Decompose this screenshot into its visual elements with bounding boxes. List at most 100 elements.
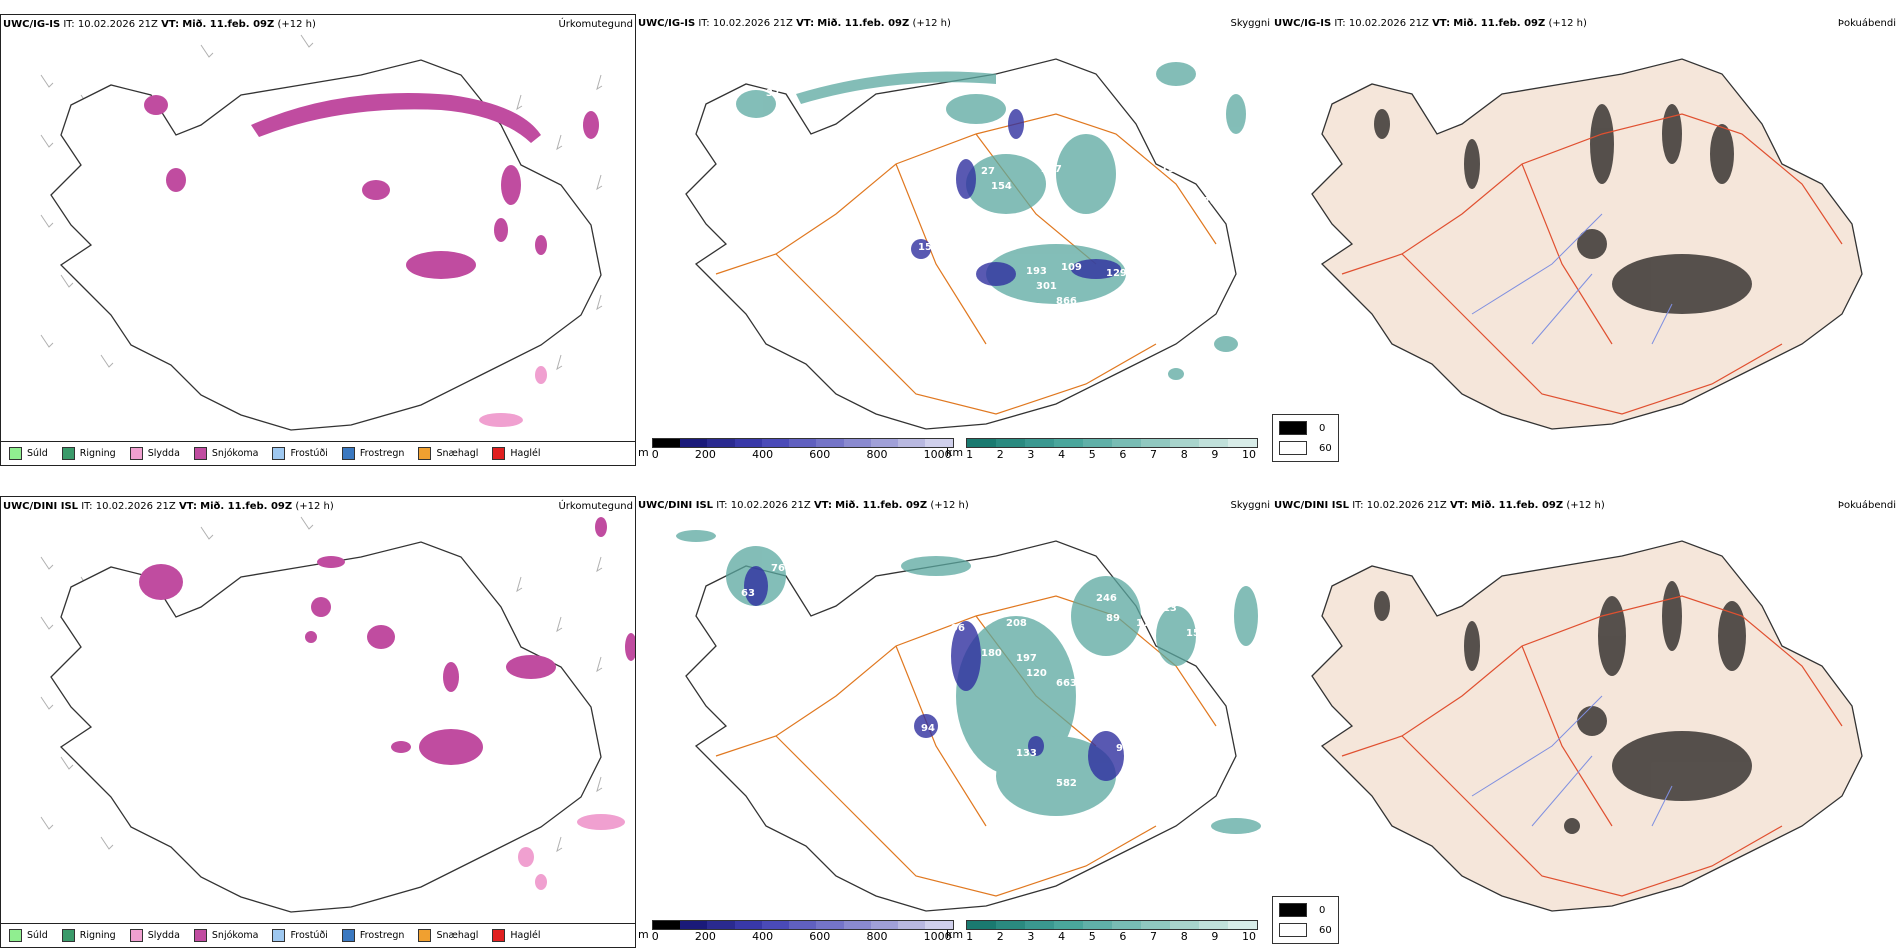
colorbar-segment: [967, 921, 997, 929]
iceland-map-fog: [1311, 540, 1863, 912]
panel-title: UWC/IG-IS IT: 10.02.2026 21Z VT: Mið. 11…: [3, 19, 316, 30]
panel-title: UWC/DINI ISL IT: 10.02.2026 21Z VT: Mið.…: [3, 501, 334, 512]
colorbar-segment: [1228, 439, 1258, 447]
colorbar-segment: [789, 921, 817, 929]
fog-panel-top: UWC/IG-IS IT: 10.02.2026 21Z VT: Mið. 11…: [1272, 14, 1900, 466]
colorbar-segment: [967, 439, 997, 447]
height-colorbar: m 0 200 400 600 800 1000: [638, 438, 954, 461]
legend-item: Snæhagl: [418, 929, 478, 942]
colorbar-segment: [870, 439, 899, 447]
panel-title: UWC/IG-IS IT: 10.02.2026 21Z VT: Mið. 11…: [638, 18, 951, 29]
cloud-number: 63: [741, 588, 755, 599]
iceland-map-fog: [1311, 58, 1863, 430]
cloud-number: 37: [766, 88, 780, 99]
cloud-number: 27: [981, 166, 995, 177]
cloud-panel-top: 37 27 154 217 370 155 128 749 157 13 193…: [636, 14, 1272, 466]
roads: [715, 595, 1217, 897]
visibility-colorbar: km 1 2 3 4 5 6 7 8 9 10: [946, 438, 1259, 461]
iceland-outline: [50, 59, 602, 431]
iceland-map-precip: [40, 34, 603, 431]
colorbar-segment: [996, 921, 1026, 929]
colorbar-segment: [843, 439, 871, 447]
cloud-number: 140: [1136, 708, 1157, 719]
legend-item: Súld: [9, 447, 48, 460]
colorbar-segment: [1112, 921, 1142, 929]
cloud-numbers: 76 63 124 96 246 89 175 113 208 197 180 …: [741, 563, 1207, 789]
fog-rivers: [1471, 695, 1673, 827]
panel-title: UWC/IG-IS IT: 10.02.2026 21Z VT: Mið. 11…: [1274, 18, 1587, 29]
colorbar-segment: [898, 439, 926, 447]
colorbar-segment: [1228, 921, 1258, 929]
panel-tag: Skyggni: [1230, 500, 1270, 511]
cloud-number: 153: [1186, 628, 1207, 639]
low-cloud-base: [744, 566, 1124, 781]
colorbar-segment: [1170, 921, 1200, 929]
cloud-number: 128: [1196, 196, 1217, 207]
colorbar-segment: [761, 439, 790, 447]
colorbar-segment: [870, 921, 899, 929]
legend-item: Rigning: [61, 447, 116, 460]
legend-item: Snjókoma: [193, 929, 258, 942]
fog-roads: [1341, 113, 1843, 415]
low-visibility: [736, 62, 1246, 380]
legend-item: Frostregn: [341, 447, 404, 460]
colorbar-segment: [761, 921, 790, 929]
cloud-number: 157: [918, 242, 939, 253]
legend-item: Rigning: [61, 929, 116, 942]
colorbar-segment: [1141, 921, 1171, 929]
fog-shading: [1374, 104, 1752, 314]
snow-areas: [144, 93, 599, 279]
cloud-number: 663: [1056, 678, 1077, 689]
colorbar-segment: [652, 921, 680, 929]
colorbar-segment: [707, 439, 735, 447]
visibility-colorbar-bar: [966, 920, 1259, 930]
cloud-number: 13: [934, 234, 948, 245]
iceland-map-precip: [40, 516, 635, 942]
cloud-number: 89: [1106, 613, 1120, 624]
fog-legend-item: 60: [1279, 441, 1332, 455]
fog-shading: [1374, 581, 1752, 834]
fog-legend: 0 60: [1272, 414, 1339, 462]
panel-tag: Skyggni: [1230, 18, 1270, 29]
sleet-areas: [518, 814, 625, 890]
cloud-number: 208: [1006, 618, 1027, 629]
height-colorbar-bar: [651, 920, 954, 930]
colorbar-segment: [1170, 439, 1200, 447]
cloud-number: 11: [1126, 264, 1140, 275]
cloud-number: 109: [1061, 262, 1082, 273]
cloud-number: 175: [1136, 618, 1157, 629]
cloud-number: 113: [1156, 603, 1177, 614]
legend-item: Snjókoma: [193, 447, 258, 460]
cloud-number: 193: [1026, 266, 1047, 277]
cloud-number: 91: [1116, 743, 1130, 754]
cloud-number: 370: [1096, 118, 1117, 129]
cloud-number: 217: [1041, 164, 1062, 175]
legend-item: Snæhagl: [418, 447, 478, 460]
colorbar-segment: [1141, 439, 1171, 447]
panel-tag: Úrkomutegund: [558, 19, 633, 30]
cloud-number: 154: [991, 181, 1012, 192]
legend-item: Haglél: [492, 929, 541, 942]
colorbar-segment: [1025, 921, 1055, 929]
low-cloud-base: [911, 109, 1121, 286]
panel-tag: Úrkomutegund: [558, 501, 633, 512]
colorbar-segment: [925, 439, 953, 447]
low-visibility: [676, 530, 1261, 834]
colorbar-segment: [652, 439, 680, 447]
panel-tag: Þokuábendi: [1837, 500, 1896, 511]
cloud-number: 155: [1161, 164, 1182, 175]
roads: [715, 113, 1217, 415]
cloud-number: 866: [1056, 296, 1077, 307]
iceland-outline: [50, 541, 602, 913]
precip-legend: Súld Rigning Slydda Snjókoma Frostúði Fr…: [1, 923, 635, 947]
colorbar-segment: [1112, 439, 1142, 447]
cloud-number: 96: [951, 623, 965, 634]
colorbar-segment: [1025, 439, 1055, 447]
colorbar-segment: [1199, 439, 1229, 447]
panel-title: UWC/DINI ISL IT: 10.02.2026 21Z VT: Mið.…: [1274, 500, 1605, 511]
sleet-areas: [479, 366, 547, 427]
colorbar-segment: [816, 439, 844, 447]
legend-item: Frostregn: [341, 929, 404, 942]
precip-legend: Súld Rigning Slydda Snjókoma Frostúði Fr…: [1, 441, 635, 465]
fog-roads: [1341, 595, 1843, 897]
